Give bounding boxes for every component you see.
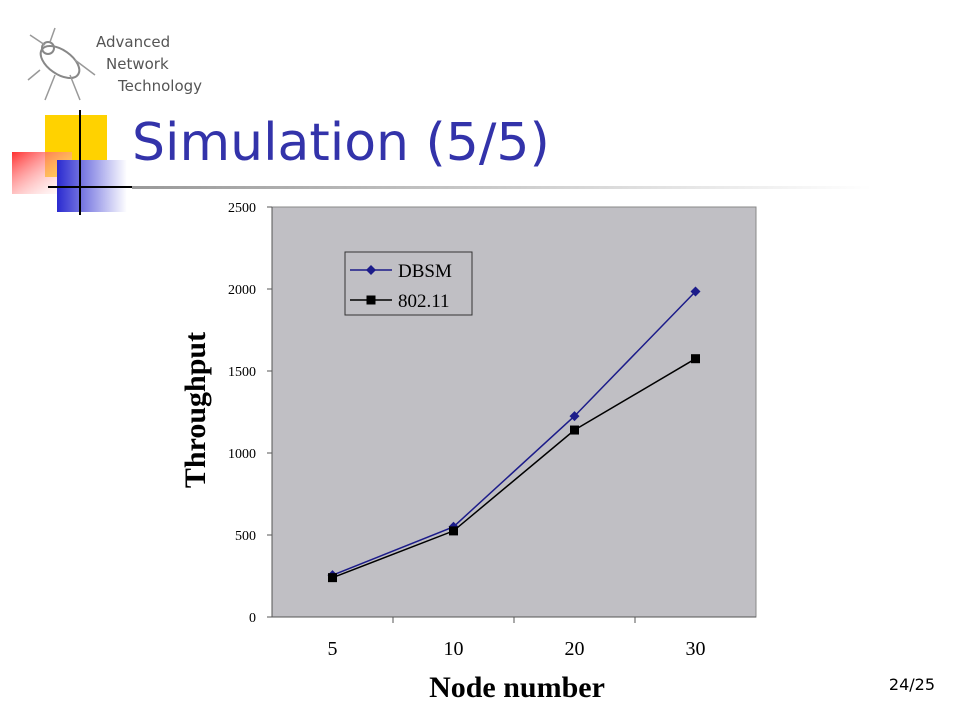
point xyxy=(449,526,458,536)
series-line xyxy=(332,290,697,576)
series-line xyxy=(332,358,696,579)
point xyxy=(328,573,337,583)
slide-title: Simulation (5/5) xyxy=(132,113,550,173)
legend-label: DBSM xyxy=(398,261,452,282)
chart: 0 500 1000 1500 2000 2500 5 10 20 30 Node number Th… xyxy=(179,201,757,704)
y-tick-label: 1000 xyxy=(228,447,256,462)
legend-box xyxy=(344,251,473,316)
title-decoration xyxy=(12,110,872,215)
logo-text: Network xyxy=(106,55,169,73)
point xyxy=(569,411,580,422)
x-tick-label: 20 xyxy=(565,638,585,660)
y-tick-label: 500 xyxy=(235,529,256,544)
y-tick-label: 0 xyxy=(249,611,256,626)
x-tick-label: 10 xyxy=(444,638,464,660)
point xyxy=(690,286,701,297)
legend-marker xyxy=(366,295,376,305)
logo-text: Technology xyxy=(117,77,202,95)
y-axis-title: Throughput xyxy=(179,332,212,488)
x-tick-label: 5 xyxy=(328,638,338,660)
logo-text: Advanced xyxy=(96,33,170,51)
plot-area xyxy=(271,206,757,618)
point xyxy=(570,425,579,435)
x-tick-label: 30 xyxy=(686,638,706,660)
y-tick-label: 2000 xyxy=(228,283,256,298)
legend-label: 802.11 xyxy=(398,291,450,312)
logo: Advanced Network Technology xyxy=(27,27,202,101)
y-tick-label: 1500 xyxy=(228,365,256,380)
point xyxy=(691,354,700,364)
page-number: 24/25 xyxy=(889,675,935,694)
x-axis-title: Node number xyxy=(429,671,605,704)
y-tick-label: 2500 xyxy=(228,201,256,216)
legend-marker xyxy=(366,265,376,275)
